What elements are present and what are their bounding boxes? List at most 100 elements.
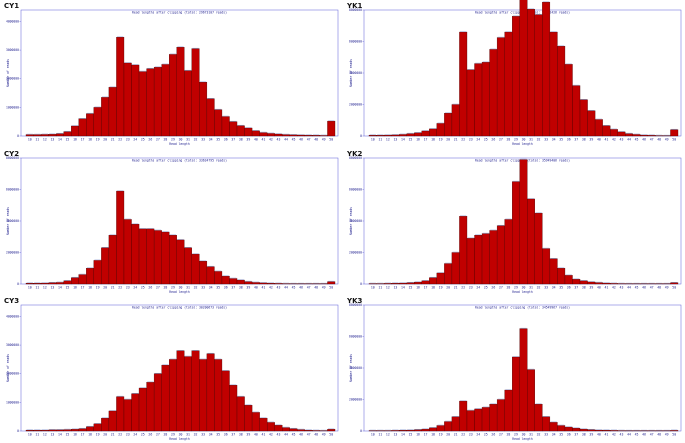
bar <box>459 400 468 432</box>
x-tick-label: 35 <box>216 433 220 437</box>
bar <box>451 416 460 432</box>
bar <box>184 356 192 432</box>
bar <box>176 239 185 285</box>
x-tick-label: 20 <box>103 138 107 142</box>
x-tick-label: 13 <box>50 138 54 142</box>
bar <box>670 430 679 432</box>
bar <box>153 230 162 285</box>
x-tick-label: 17 <box>424 286 428 290</box>
chart-svg: CY2 Read lengths after clipping (total: 3… <box>4 150 339 294</box>
x-tick-label: 33 <box>201 286 205 290</box>
bar <box>466 410 475 432</box>
bar <box>496 37 505 137</box>
panel-label: YK2 <box>346 150 362 158</box>
x-tick-label: 33 <box>544 286 548 290</box>
x-tick-label: 26 <box>148 138 152 142</box>
x-tick-label: 15 <box>409 433 413 437</box>
bar <box>244 281 253 285</box>
x-tick-label: 41 <box>604 138 608 142</box>
x-tick-label: 17 <box>81 286 85 290</box>
x-tick-label: 47 <box>650 138 654 142</box>
x-tick-label: 31 <box>186 138 190 142</box>
y-tick-label: 4000000 <box>349 219 362 223</box>
x-tick-label: 41 <box>261 433 265 437</box>
x-tick-label: 42 <box>269 138 273 142</box>
bar <box>86 113 95 137</box>
x-tick-label: 20 <box>446 433 450 437</box>
y-tick-label: 0 <box>360 282 362 286</box>
bar <box>504 219 513 285</box>
bar <box>527 9 535 137</box>
bar <box>33 429 42 432</box>
x-tick-label: 35 <box>216 286 220 290</box>
x-tick-label: 49 <box>665 433 669 437</box>
bar <box>587 110 596 137</box>
y-tick-label: 0 <box>360 134 362 138</box>
x-tick-label: 23 <box>469 286 473 290</box>
x-tick-label: 20 <box>103 286 107 290</box>
x-tick-label: 40 <box>597 433 601 437</box>
x-tick-label: 49 <box>322 138 326 142</box>
y-axis-label: Number of reads <box>349 354 353 382</box>
x-tick-label: 49 <box>322 433 326 437</box>
x-tick-label: 45 <box>635 433 639 437</box>
x-tick-label: 39 <box>246 433 250 437</box>
x-tick-label: 15 <box>409 286 413 290</box>
x-tick-label: 30 <box>522 138 526 142</box>
x-tick-label: 10 <box>371 286 375 290</box>
x-tick-label: 30 <box>179 433 183 437</box>
x-tick-label: 16 <box>73 433 77 437</box>
x-tick-label: 25 <box>484 138 488 142</box>
bar <box>108 235 117 285</box>
x-tick-label: 23 <box>126 286 130 290</box>
x-tick-label: 33 <box>544 138 548 142</box>
x-tick-label: 45 <box>292 286 296 290</box>
x-tick-label: 25 <box>141 138 145 142</box>
x-tick-label: 45 <box>635 286 639 290</box>
x-tick-label: 27 <box>156 138 160 142</box>
x-tick-label: 39 <box>589 286 593 290</box>
x-tick-label: 48 <box>657 286 661 290</box>
bar <box>519 159 528 285</box>
x-tick-label: 34 <box>209 286 213 290</box>
bar <box>617 131 626 137</box>
bar <box>670 129 679 137</box>
bar <box>602 430 611 432</box>
x-tick-label: 21 <box>454 138 458 142</box>
x-tick-label: 22 <box>461 138 465 142</box>
bar <box>579 99 588 137</box>
bar <box>116 37 125 137</box>
bar <box>632 134 641 137</box>
x-tick-label: 16 <box>73 138 77 142</box>
x-tick-label: 11 <box>378 138 382 142</box>
x-axis-label: Read length <box>512 437 533 441</box>
x-tick-label: 34 <box>552 138 556 142</box>
bar <box>436 425 445 432</box>
bar <box>214 359 223 432</box>
bar <box>312 430 321 432</box>
x-tick-label: 13 <box>393 138 397 142</box>
x-tick-label: 26 <box>148 286 152 290</box>
bar <box>33 134 42 137</box>
bar <box>236 125 245 137</box>
x-tick-label: 12 <box>386 433 390 437</box>
x-tick-label: 29 <box>171 138 175 142</box>
bar <box>25 134 34 137</box>
x-tick-label: 28 <box>164 433 168 437</box>
x-tick-label: 43 <box>277 433 281 437</box>
y-tick-label: 2000000 <box>349 398 362 402</box>
bar <box>564 275 573 285</box>
x-tick-label: 48 <box>314 286 318 290</box>
bar <box>25 283 34 285</box>
y-tick-label: 3000000 <box>6 48 19 52</box>
bar <box>519 328 528 432</box>
x-tick-label: 35 <box>559 433 563 437</box>
x-tick-label: 29 <box>171 433 175 437</box>
bar <box>116 190 125 285</box>
bar <box>319 135 328 137</box>
x-tick-label: 40 <box>254 138 258 142</box>
bar <box>93 107 102 137</box>
bar <box>564 426 573 432</box>
bar <box>391 134 400 137</box>
bar <box>33 283 42 285</box>
